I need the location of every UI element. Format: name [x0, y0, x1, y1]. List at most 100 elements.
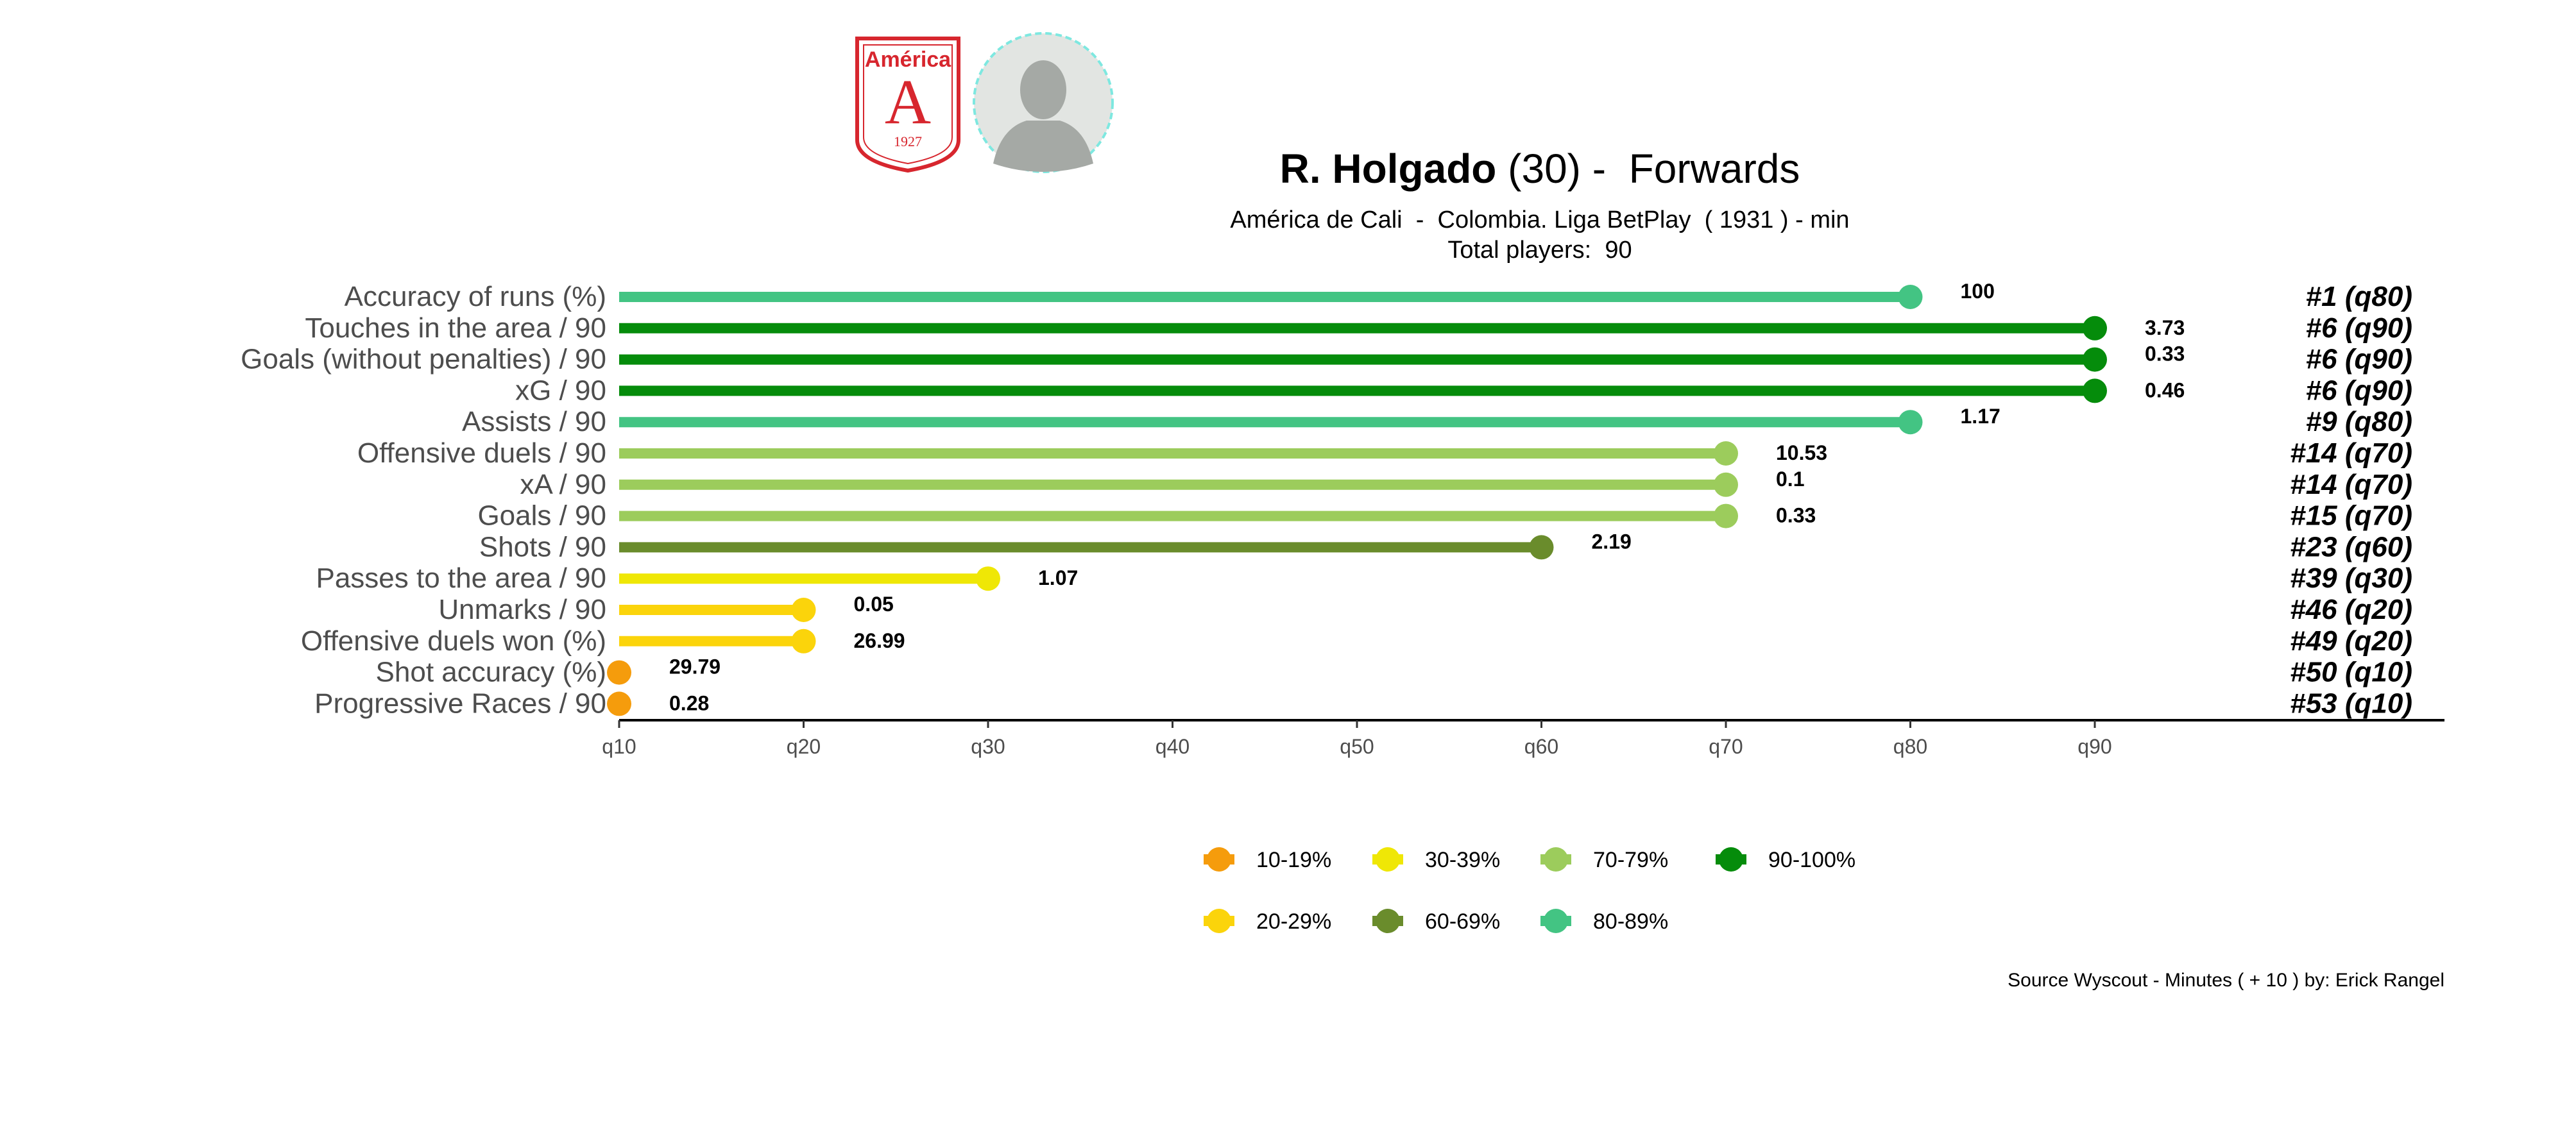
legend-item: 60-69%: [1372, 909, 1500, 934]
row-metric-label: Assists / 90: [462, 406, 606, 437]
lollipop-row: Accuracy of runs (%) 100 #1 (q80): [345, 280, 2412, 312]
chart-subtitle-total: Total players: 90: [1447, 237, 1632, 264]
row-rank-label: #14 (q70): [2290, 469, 2412, 500]
legend-key-dot: [1207, 847, 1231, 872]
legend-item: 90-100%: [1716, 847, 1855, 872]
legend-label: 80-89%: [1593, 909, 1668, 934]
legend-label: 10-19%: [1256, 848, 1331, 872]
player-position: Forwards: [1629, 146, 1800, 192]
legend-key-dot: [1207, 909, 1231, 933]
x-tick-label: q90: [2077, 735, 2111, 758]
lollipop-dot: [607, 660, 631, 685]
row-rank-label: #15 (q70): [2290, 500, 2412, 532]
club-crest-logo: América A 1927: [855, 37, 960, 173]
x-axis: q10 q20 q30 q40 q50 q60 q70 q80 q90: [602, 719, 2444, 758]
legend-key-dot: [1544, 909, 1568, 933]
row-rank-label: #6 (q90): [2306, 312, 2412, 344]
legend-item: 30-39%: [1372, 847, 1500, 872]
row-metric-label: Offensive duels / 90: [357, 437, 606, 469]
row-metric-label: Offensive duels won (%): [301, 625, 606, 657]
row-metric-label: xG / 90: [515, 375, 606, 406]
legend-key-dot: [1376, 847, 1400, 872]
lollipop-row: Unmarks / 90 0.05 #46 (q20): [438, 593, 2412, 625]
row-metric-label: Unmarks / 90: [438, 594, 606, 625]
lollipop-row: Goals (without penalties) / 90 0.33 #6 (q9…: [241, 342, 2412, 375]
lollipop-dot: [1714, 503, 1738, 528]
row-metric-label: Progressive Races / 90: [314, 688, 606, 719]
avatar-shoulders-silhouette: [993, 121, 1093, 172]
row-value-label: 100: [1961, 280, 1995, 303]
crest-shield: [855, 37, 960, 173]
row-metric-label: Goals / 90: [477, 500, 606, 532]
player-name: R. Holgado: [1280, 146, 1497, 192]
row-metric-label: xA / 90: [520, 469, 606, 500]
row-rank-label: #9 (q80): [2306, 406, 2412, 437]
x-tick-label: q20: [787, 735, 821, 758]
crest-inner-border: [863, 44, 953, 165]
lollipop-dot: [607, 691, 631, 716]
row-value-label: 29.79: [669, 655, 721, 679]
lollipop-row: Touches in the area / 90 3.73 #6 (q90): [305, 312, 2412, 344]
lollipop-row: Assists / 90 1.17 #9 (q80): [462, 405, 2412, 437]
row-rank-label: #1 (q80): [2306, 281, 2412, 312]
source-caption: Source Wyscout - Minutes ( + 10 ) by: Er…: [2008, 970, 2444, 991]
row-rank-label: #53 (q10): [2290, 688, 2412, 719]
legend-item: 20-29%: [1204, 909, 1331, 934]
chart-subtitle-team: América de Cali - Colombia. Liga BetPlay…: [1230, 207, 1849, 233]
legend-label: 70-79%: [1593, 848, 1668, 872]
row-value-label: 1.07: [1038, 566, 1078, 589]
x-tick-label: q10: [602, 735, 636, 758]
x-tick-label: q30: [971, 735, 1005, 758]
row-metric-label: Shots / 90: [479, 531, 606, 562]
row-metric-label: Passes to the area / 90: [316, 562, 606, 594]
lollipop-row: Shots / 90 2.19 #23 (q60): [479, 530, 2412, 562]
lollipop-row: xG / 90 0.46 #6 (q90): [515, 375, 2412, 406]
legend-key-dot: [1376, 909, 1400, 933]
lollipop-row: Offensive duels won (%) 26.99 #49 (q20): [301, 625, 2412, 657]
x-tick-label: q70: [1709, 735, 1743, 758]
lollipop-row: Goals / 90 0.33 #15 (q70): [477, 500, 2412, 532]
lollipop-dot: [1714, 472, 1738, 497]
legend-label: 90-100%: [1768, 848, 1855, 872]
lollipop-row: Passes to the area / 90 1.07 #39 (q30): [316, 562, 2412, 594]
row-value-label: 26.99: [854, 629, 905, 652]
player-age: (30): [1508, 146, 1581, 192]
legend-item: 70-79%: [1540, 847, 1668, 872]
row-value-label: 10.53: [1776, 441, 1827, 464]
legend-label: 20-29%: [1256, 909, 1331, 934]
lollipop-dot: [791, 629, 816, 654]
row-value-label: 0.28: [669, 691, 709, 714]
x-tick-label: q80: [1893, 735, 1927, 758]
crest-year: 1927: [894, 133, 922, 149]
avatar-head-silhouette: [1020, 60, 1066, 119]
row-value-label: 0.05: [854, 593, 894, 616]
row-value-label: 0.33: [2145, 342, 2185, 366]
row-value-label: 0.1: [1776, 468, 1804, 491]
legend-label: 60-69%: [1425, 909, 1500, 934]
lollipop-dot: [2083, 378, 2107, 403]
crest-letter: A: [885, 66, 931, 137]
player-avatar: [973, 32, 1114, 173]
row-rank-label: #6 (q90): [2306, 375, 2412, 406]
row-metric-label: Accuracy of runs (%): [345, 281, 606, 312]
legend-item: 10-19%: [1204, 847, 1331, 872]
legend-key-dot: [1719, 847, 1743, 872]
lollipop-dot: [2083, 347, 2107, 372]
row-value-label: 0.33: [1776, 504, 1816, 527]
row-metric-label: Goals (without penalties) / 90: [241, 344, 606, 375]
legend-label: 30-39%: [1425, 848, 1500, 872]
lollipop-dot: [1898, 285, 1923, 309]
title-separator: -: [1581, 146, 1629, 192]
lollipop-row: xA / 90 0.1 #14 (q70): [520, 468, 2412, 500]
lollipop-dot: [976, 566, 1000, 591]
legend-item: 80-89%: [1540, 909, 1668, 934]
chart-rows: Accuracy of runs (%) 100 #1 (q80)Touches i…: [241, 280, 2412, 719]
lollipop-dot: [791, 598, 816, 622]
chart-title: R. Holgado (30) - Forwards: [1280, 146, 1800, 192]
row-rank-label: #50 (q10): [2290, 657, 2412, 688]
lollipop-dot: [1898, 410, 1923, 435]
lollipop-row: Offensive duels / 90 10.53 #14 (q70): [357, 437, 2412, 469]
lollipop-row: Shot accuracy (%) 29.79 #50 (q10): [376, 655, 2412, 688]
